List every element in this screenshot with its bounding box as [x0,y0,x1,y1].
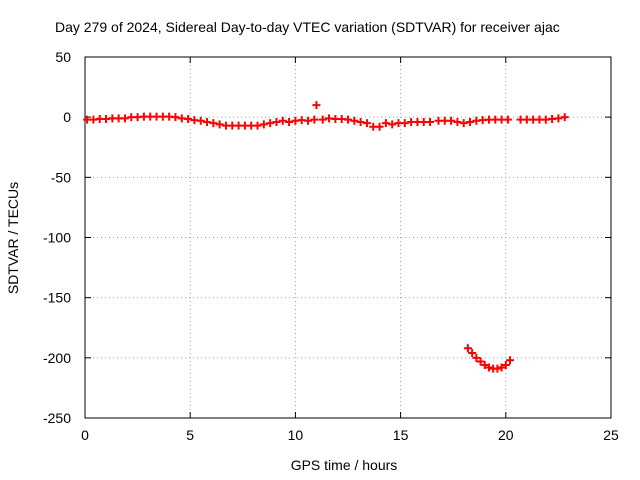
data-point [463,344,472,353]
data-point [196,116,205,125]
data-point [362,119,371,128]
y-tick-label: -100 [43,230,71,246]
grid-lines [85,57,611,418]
data-point [388,120,397,129]
x-tick-label: 25 [603,427,619,443]
data-point [215,120,224,129]
data-point [203,117,212,126]
data-point [253,121,262,130]
y-tick-label: -150 [43,290,71,306]
data-point [350,116,359,125]
x-tick-label: 0 [81,427,89,443]
data-point [468,349,477,358]
y-tick-label: -250 [43,410,71,426]
x-tick-label: 5 [186,427,194,443]
x-tick-label: 20 [498,427,514,443]
data-point [501,361,510,370]
chart-title: Day 279 of 2024, Sidereal Day-to-day VTE… [55,19,560,35]
data-point [184,114,193,123]
data-point [272,117,281,126]
y-tick-label: 50 [55,49,71,65]
plot-frame [84,56,612,419]
data-point [356,117,365,126]
data-point [503,115,512,124]
data-point [447,116,456,125]
data-point [312,101,321,110]
axis-ticks [84,56,612,419]
x-tick-label: 15 [393,427,409,443]
data-point [375,122,384,131]
data-point [459,119,468,128]
data-point [209,119,218,128]
data-point [344,115,352,124]
y-tick-label: -50 [51,169,71,185]
data-point [480,361,489,370]
data-point [120,114,129,123]
data-point [484,363,493,372]
data-point [497,363,506,372]
data-point [310,115,319,124]
data-point [266,119,275,128]
y-tick-label: -200 [43,350,71,366]
data-point [400,119,409,128]
data-point [466,117,475,126]
data-point [472,353,481,362]
data-point [493,364,502,373]
data-points [83,101,569,373]
data-point [318,115,327,124]
y-tick-label: 0 [63,109,71,125]
data-point [560,113,569,122]
y-tick-labels: -250 -200 -150 -100 -50 0 50 [43,49,71,426]
data-point [426,117,435,126]
data-point [285,117,294,126]
data-point [304,116,313,125]
y-axis-label: SDTVAR / TECUs [5,182,21,294]
data-point [554,114,563,123]
data-point [453,117,462,126]
data-point [476,357,485,366]
x-tick-labels: 0 5 10 15 20 25 [81,427,619,443]
data-point [259,120,268,129]
data-point [381,119,390,128]
x-axis-label: GPS time / hours [291,457,398,473]
x-tick-label: 10 [288,427,304,443]
data-point [278,116,287,125]
data-point [171,113,180,122]
data-point [506,356,515,365]
